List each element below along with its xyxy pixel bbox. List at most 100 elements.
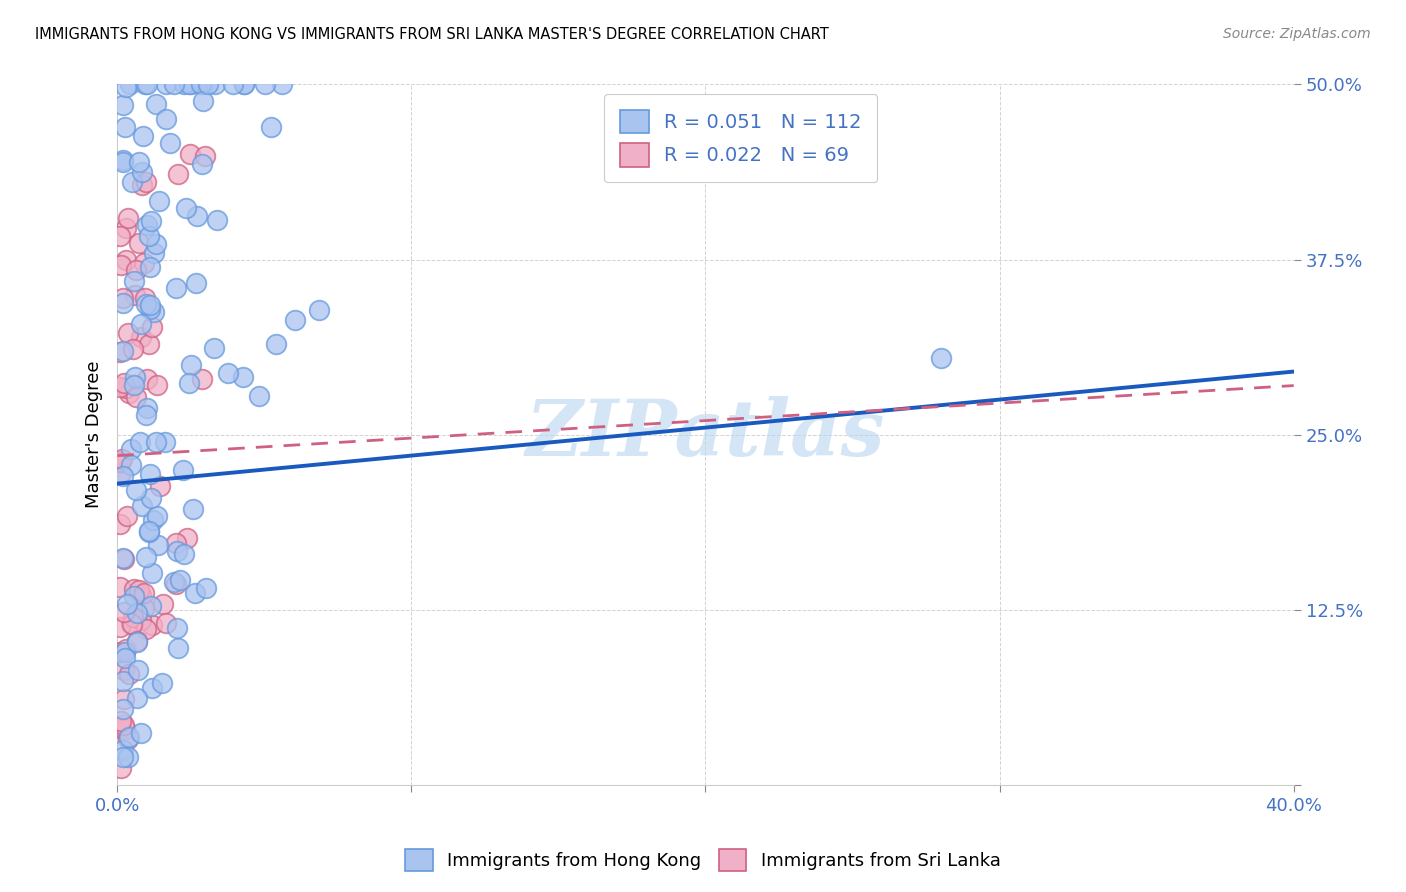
Point	[173, 548, 195, 562]
Point	[173, 78, 195, 92]
Point	[111, 452, 134, 467]
Point	[153, 434, 176, 449]
Point	[115, 252, 138, 267]
Point	[135, 218, 157, 232]
Point	[204, 78, 226, 92]
Point	[145, 508, 167, 523]
Point	[118, 730, 141, 744]
Point	[132, 256, 155, 270]
Point	[191, 372, 214, 386]
Point	[134, 78, 156, 92]
Point	[139, 599, 162, 613]
Point	[181, 502, 204, 516]
Point	[166, 621, 188, 635]
Point	[128, 155, 150, 169]
Point	[155, 615, 177, 630]
Point	[112, 343, 135, 358]
Point	[131, 726, 153, 740]
Point	[121, 617, 143, 632]
Point	[108, 467, 131, 482]
Point	[121, 176, 143, 190]
Point	[127, 635, 149, 649]
Point	[112, 155, 135, 169]
Point	[114, 645, 136, 659]
Point	[108, 455, 131, 469]
Point	[145, 237, 167, 252]
Point	[110, 714, 132, 728]
Text: Source: ZipAtlas.com: Source: ZipAtlas.com	[1223, 27, 1371, 41]
Point	[118, 385, 141, 400]
Point	[112, 551, 135, 566]
Point	[177, 78, 200, 92]
Point	[121, 610, 143, 624]
Point	[141, 214, 163, 228]
Point	[202, 341, 225, 355]
Point	[112, 605, 135, 619]
Point	[120, 442, 142, 457]
Point	[271, 78, 294, 92]
Point	[233, 78, 256, 92]
Point	[159, 136, 181, 150]
Point	[141, 681, 163, 695]
Point	[163, 78, 186, 92]
Point	[114, 220, 136, 235]
Legend: Immigrants from Hong Kong, Immigrants from Sri Lanka: Immigrants from Hong Kong, Immigrants fr…	[398, 842, 1008, 879]
Point	[131, 129, 153, 144]
Point	[167, 167, 190, 181]
Point	[122, 590, 145, 604]
Point	[112, 692, 135, 706]
Point	[112, 295, 135, 310]
Point	[929, 351, 952, 365]
Point	[124, 287, 146, 301]
Point	[177, 376, 200, 391]
Point	[183, 585, 205, 599]
Point	[122, 342, 145, 356]
Point	[115, 641, 138, 656]
Point	[135, 408, 157, 422]
Point	[135, 297, 157, 311]
Text: ZIPatlas: ZIPatlas	[526, 396, 886, 473]
Point	[131, 499, 153, 513]
Point	[124, 274, 146, 288]
Point	[112, 552, 135, 566]
Point	[108, 455, 131, 469]
Point	[112, 749, 135, 764]
Point	[125, 690, 148, 705]
Point	[139, 491, 162, 506]
Point	[135, 550, 157, 565]
Point	[136, 372, 159, 386]
Point	[139, 297, 162, 311]
Point	[115, 597, 138, 611]
Point	[233, 78, 256, 92]
Point	[129, 613, 152, 627]
Point	[138, 524, 160, 539]
Point	[247, 389, 270, 403]
Point	[165, 281, 187, 295]
Point	[118, 78, 141, 92]
Point	[108, 620, 131, 634]
Point	[141, 617, 163, 632]
Point	[197, 78, 219, 92]
Point	[138, 229, 160, 244]
Point	[155, 112, 177, 126]
Point	[186, 209, 208, 223]
Point	[167, 640, 190, 655]
Point	[112, 743, 135, 757]
Point	[308, 303, 330, 318]
Point	[131, 165, 153, 179]
Point	[132, 601, 155, 615]
Point	[138, 524, 160, 539]
Point	[139, 467, 162, 481]
Point	[155, 78, 177, 92]
Point	[148, 194, 170, 208]
Point	[145, 377, 167, 392]
Point	[115, 508, 138, 523]
Point	[129, 318, 152, 332]
Point	[112, 702, 135, 716]
Point	[120, 458, 142, 472]
Point	[125, 483, 148, 497]
Point	[111, 291, 134, 305]
Point	[141, 566, 163, 581]
Point	[112, 469, 135, 483]
Point	[179, 147, 201, 161]
